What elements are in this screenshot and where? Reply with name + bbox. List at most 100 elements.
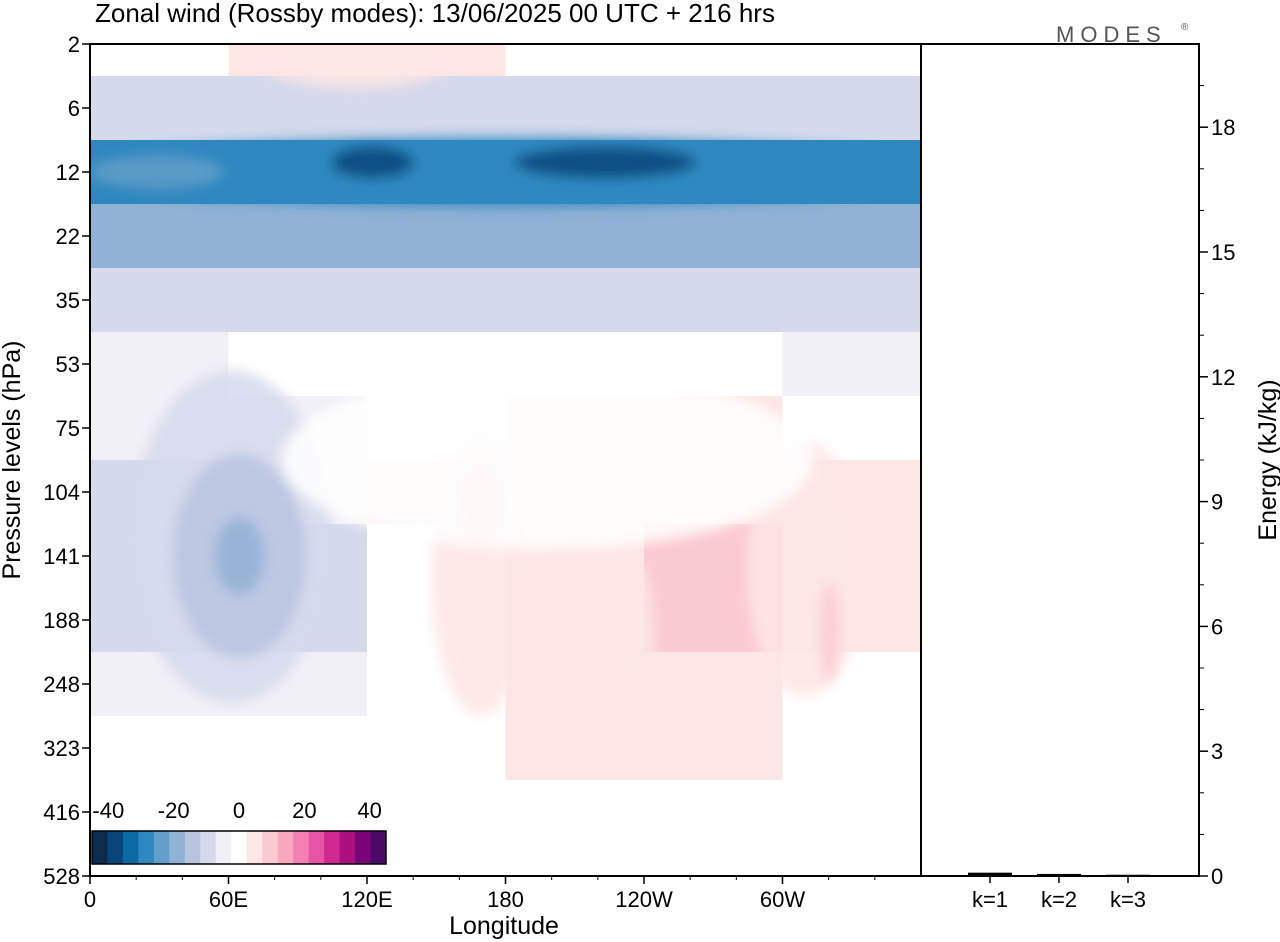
x-tick-label: 120E	[341, 887, 392, 912]
heatmap-cell	[782, 332, 921, 397]
heatmap-features	[90, 44, 921, 729]
colorbar-swatch	[339, 831, 356, 864]
y-tick-label: 323	[43, 736, 80, 761]
heatmap-cell	[505, 844, 645, 876]
colorbar-swatch	[92, 831, 108, 864]
y-tick-label: 141	[43, 544, 80, 569]
colorbar-swatch	[122, 831, 139, 864]
colorbar-swatch	[138, 831, 155, 864]
colorbar-tick-label: 0	[233, 798, 245, 823]
energy-axis-label: Energy (kJ/kg)	[1254, 379, 1280, 540]
colorbar-tick-label: 40	[357, 798, 381, 823]
heatmap-cell	[505, 204, 645, 269]
colorbar-swatch	[262, 831, 279, 864]
y-tick-label: 6	[68, 96, 80, 121]
y-tick-label: 35	[56, 288, 80, 313]
colorbar-swatch	[169, 831, 186, 864]
heatmap-cell	[90, 204, 229, 269]
heatmap-cell	[782, 44, 921, 77]
x-tick-label: 0	[84, 887, 96, 912]
colorbar-swatch	[184, 831, 201, 864]
energy-y-axis: 0 3 6 9 12 15 18	[1199, 85, 1235, 889]
energy-category-label: k=2	[1041, 887, 1077, 912]
x-axis-label: Longitude	[449, 912, 559, 940]
registered-mark: ®	[1181, 22, 1189, 33]
energy-category-label: k=1	[972, 887, 1008, 912]
heatmap-cell	[644, 76, 783, 141]
heatmap-cell	[782, 716, 921, 781]
x-tick-label: 60E	[209, 887, 248, 912]
heatmap-feature	[90, 136, 921, 208]
energy-panel-frame	[920, 43, 1200, 877]
energy-bars	[968, 872, 1150, 877]
heatmap-cell	[505, 76, 645, 141]
y-tick-label: 22	[56, 224, 80, 249]
colorbar-swatch	[293, 831, 310, 864]
y-axis: 2 6 12 22 35 53 75 104 141 188 248 323 416 528	[43, 32, 90, 889]
x-tick-label: 180	[487, 887, 524, 912]
heatmap-cell	[367, 204, 506, 269]
energy-x-axis: k=1 k=2 k=3	[972, 876, 1146, 912]
heatmap-cell	[367, 716, 506, 781]
heatmap-cell	[505, 780, 645, 845]
heatmap-cell	[644, 204, 783, 269]
colorbar-swatch	[200, 831, 217, 864]
modes-logo: MODES	[1056, 22, 1167, 47]
y-tick-label: 12	[56, 160, 80, 185]
heatmap-cell	[644, 844, 783, 876]
heatmap-cell	[782, 76, 921, 141]
x-tick-label: 60W	[760, 887, 805, 912]
heatmap-cell	[505, 268, 645, 333]
heatmap-feature	[330, 146, 415, 179]
heatmap-cell	[505, 44, 645, 77]
y-tick-label: 416	[43, 800, 80, 825]
colorbar-frame	[91, 830, 387, 865]
colorbar-swatch	[215, 831, 232, 864]
heatmap-cell	[90, 716, 229, 781]
colorbar-swatch	[355, 831, 371, 864]
heatmap-cell	[782, 268, 921, 333]
y-tick-label: 53	[56, 352, 80, 377]
heatmap-cell	[90, 76, 229, 141]
energy-bar	[1037, 873, 1081, 876]
colorbar-ticks: -40 -20 0 20 40	[92, 798, 381, 823]
colorbar-swatch	[370, 831, 387, 864]
colorbar-swatch	[308, 831, 325, 864]
energy-y-tick-label: 18	[1211, 115, 1235, 140]
colorbar-tick-label: -40	[92, 798, 124, 823]
energy-y-tick-label: 0	[1211, 864, 1223, 889]
colorbar-swatch	[153, 831, 170, 864]
heatmap-cell	[644, 780, 783, 845]
energy-bar	[1106, 874, 1150, 877]
y-tick-label: 2	[68, 32, 80, 57]
heatmap-cell	[505, 716, 645, 781]
colorbar	[91, 830, 387, 865]
chart-title: Zonal wind (Rossby modes): 13/06/2025 00…	[95, 0, 775, 28]
heatmap-cell	[228, 204, 368, 269]
heatmap-cell	[505, 652, 645, 717]
colorbar-tick-label: -20	[158, 798, 190, 823]
x-tick-label: 120W	[615, 887, 673, 912]
energy-bar	[968, 872, 1012, 876]
heatmap-cell	[644, 44, 783, 77]
colorbar-tick-label: 20	[292, 798, 316, 823]
colorbar-swatch	[231, 831, 248, 864]
wind-heatmap	[90, 44, 921, 876]
colorbar-swatch	[107, 831, 124, 864]
y-tick-label: 248	[43, 672, 80, 697]
heatmap-cell	[90, 268, 229, 333]
heatmap-cell	[367, 268, 506, 333]
x-axis: 0 60E 120E 180 120W 60W	[84, 876, 876, 912]
heatmap-cell	[228, 268, 368, 333]
energy-y-tick-label: 6	[1211, 614, 1223, 639]
energy-y-tick-label: 3	[1211, 739, 1223, 764]
heatmap-feature	[214, 517, 265, 595]
heatmap-feature	[513, 146, 697, 179]
y-tick-label: 104	[43, 480, 80, 505]
heatmap-cell	[90, 44, 229, 77]
heatmap-cell	[644, 716, 783, 781]
colorbar-swatch	[246, 831, 263, 864]
heatmap-cell	[782, 844, 921, 876]
heatmap-feature	[90, 156, 223, 188]
